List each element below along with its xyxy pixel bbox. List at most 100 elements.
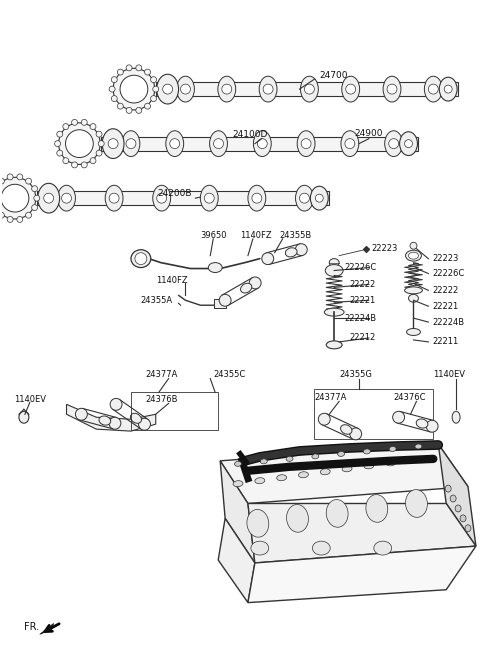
Ellipse shape: [386, 460, 396, 466]
Ellipse shape: [424, 76, 442, 102]
Ellipse shape: [251, 541, 269, 555]
Text: 24900: 24900: [354, 129, 383, 138]
Ellipse shape: [90, 158, 96, 164]
Ellipse shape: [102, 129, 124, 159]
Ellipse shape: [311, 186, 328, 210]
Bar: [37, 191, 329, 205]
Text: 22222: 22222: [349, 280, 375, 289]
Ellipse shape: [345, 139, 355, 149]
Ellipse shape: [259, 76, 277, 102]
Polygon shape: [220, 444, 468, 504]
Text: 22212: 22212: [349, 333, 375, 342]
Ellipse shape: [389, 139, 398, 149]
Ellipse shape: [109, 86, 115, 92]
Ellipse shape: [342, 466, 352, 472]
Ellipse shape: [295, 244, 307, 256]
Ellipse shape: [136, 65, 142, 71]
Ellipse shape: [387, 84, 397, 94]
Text: 24100D: 24100D: [232, 130, 267, 139]
Ellipse shape: [96, 131, 102, 137]
Ellipse shape: [408, 457, 418, 463]
Ellipse shape: [117, 69, 123, 75]
Ellipse shape: [19, 411, 29, 423]
Ellipse shape: [219, 294, 231, 306]
Text: 22226C: 22226C: [344, 263, 376, 272]
Text: 22221: 22221: [432, 301, 458, 311]
Ellipse shape: [210, 131, 228, 157]
Ellipse shape: [63, 158, 69, 164]
Text: 22222: 22222: [432, 286, 458, 295]
Ellipse shape: [304, 84, 314, 94]
Ellipse shape: [329, 258, 339, 266]
Text: 22226C: 22226C: [432, 269, 465, 278]
Polygon shape: [220, 461, 255, 563]
Ellipse shape: [285, 248, 297, 257]
Ellipse shape: [460, 515, 466, 522]
Ellipse shape: [389, 446, 396, 451]
Ellipse shape: [153, 185, 170, 211]
Ellipse shape: [445, 485, 451, 492]
Ellipse shape: [34, 195, 40, 201]
Text: 22211: 22211: [432, 337, 458, 346]
Ellipse shape: [204, 193, 214, 203]
Ellipse shape: [108, 139, 118, 149]
Ellipse shape: [110, 399, 122, 410]
Ellipse shape: [25, 212, 32, 218]
Ellipse shape: [450, 495, 456, 502]
Ellipse shape: [385, 131, 403, 157]
Ellipse shape: [1, 184, 29, 212]
Ellipse shape: [257, 139, 267, 149]
Ellipse shape: [200, 185, 218, 211]
Ellipse shape: [109, 193, 119, 203]
Bar: [314, 389, 433, 439]
Ellipse shape: [325, 264, 343, 276]
Ellipse shape: [208, 262, 222, 272]
Ellipse shape: [428, 84, 438, 94]
Ellipse shape: [320, 469, 330, 475]
Ellipse shape: [98, 141, 104, 147]
Ellipse shape: [233, 481, 243, 486]
Text: 22224B: 22224B: [432, 317, 465, 327]
Ellipse shape: [363, 449, 371, 454]
Ellipse shape: [81, 162, 87, 168]
Ellipse shape: [59, 123, 100, 165]
Ellipse shape: [406, 490, 427, 518]
Ellipse shape: [122, 131, 140, 157]
Ellipse shape: [38, 183, 60, 213]
Ellipse shape: [72, 162, 78, 168]
Ellipse shape: [25, 178, 32, 184]
Ellipse shape: [312, 454, 319, 459]
Ellipse shape: [0, 212, 4, 218]
Ellipse shape: [72, 120, 78, 126]
Text: 24355C: 24355C: [213, 370, 245, 379]
Ellipse shape: [255, 478, 265, 484]
Ellipse shape: [111, 96, 117, 102]
Ellipse shape: [300, 193, 310, 203]
Ellipse shape: [406, 251, 421, 261]
Ellipse shape: [177, 76, 194, 102]
Ellipse shape: [157, 193, 167, 203]
Ellipse shape: [0, 177, 36, 219]
Ellipse shape: [113, 68, 155, 110]
Ellipse shape: [253, 131, 271, 157]
Ellipse shape: [249, 277, 261, 289]
Ellipse shape: [58, 185, 75, 211]
Ellipse shape: [17, 174, 23, 180]
Ellipse shape: [324, 308, 344, 316]
Ellipse shape: [144, 103, 151, 109]
Text: 24700: 24700: [319, 71, 348, 80]
Ellipse shape: [105, 185, 123, 211]
Ellipse shape: [153, 86, 159, 92]
Ellipse shape: [126, 65, 132, 71]
Ellipse shape: [299, 472, 308, 478]
Ellipse shape: [166, 131, 184, 157]
Ellipse shape: [415, 444, 422, 449]
Ellipse shape: [44, 193, 54, 203]
Text: 24376B: 24376B: [146, 395, 179, 404]
Text: 24377A: 24377A: [146, 370, 178, 379]
Ellipse shape: [157, 74, 179, 104]
Ellipse shape: [350, 428, 361, 440]
Ellipse shape: [7, 216, 13, 222]
Ellipse shape: [111, 77, 117, 83]
Ellipse shape: [163, 84, 173, 94]
